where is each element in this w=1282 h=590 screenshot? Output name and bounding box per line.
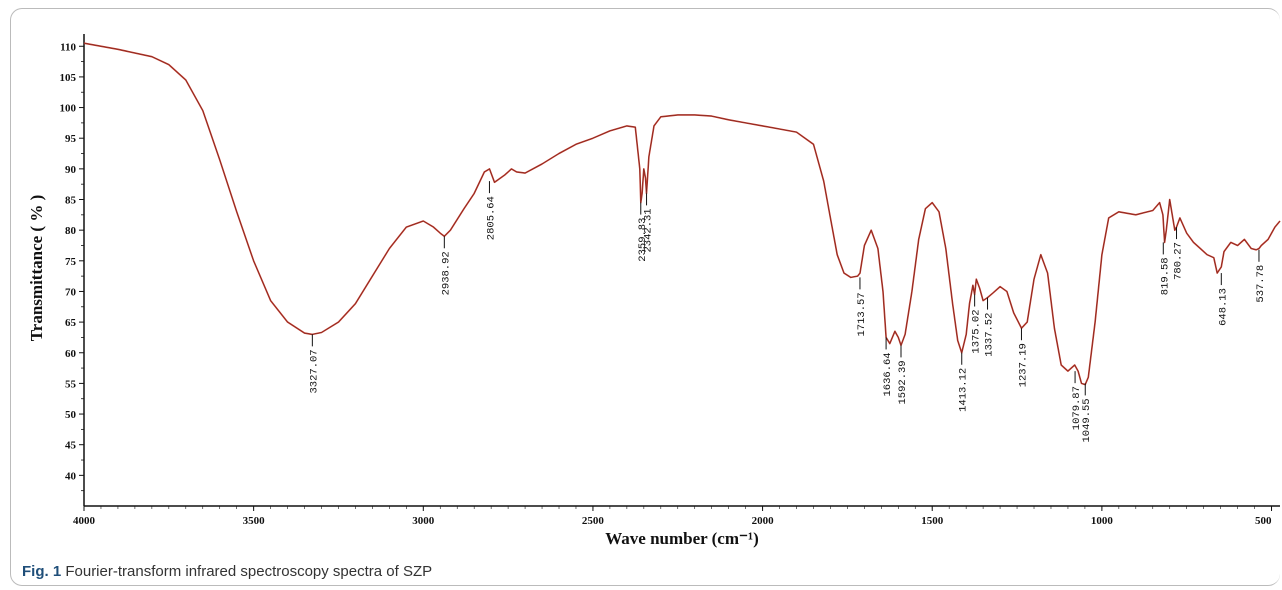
- peak-label: 1713.57: [856, 292, 868, 336]
- x-tick-label: 1500: [921, 515, 944, 527]
- x-tick-label: 3000: [412, 515, 435, 527]
- y-axis-label: Transmittance ( % ): [27, 195, 46, 342]
- x-tick-label: 3500: [243, 515, 266, 527]
- y-tick-label: 55: [65, 378, 77, 390]
- peak-label: 1413.12: [958, 368, 970, 412]
- x-tick-label: 1000: [1091, 515, 1114, 527]
- y-tick-label: 100: [60, 103, 77, 115]
- x-tick-label: 4000: [73, 515, 96, 527]
- peak-label: 1049.55: [1081, 398, 1093, 442]
- peak-label: 2342.31: [643, 208, 655, 252]
- peak-label: 1636.64: [882, 352, 894, 396]
- peak-label: 1375.02: [971, 310, 983, 354]
- peak-label: 1079.87: [1071, 386, 1083, 430]
- series-line-0: [83, 42, 1281, 386]
- y-tick-label: 90: [65, 164, 77, 176]
- y-tick-label: 45: [65, 440, 77, 452]
- chart-axes: 40 45 50 55 60 65 70 75 80 85 90 95 100 105 110 4000 350…: [60, 34, 1280, 527]
- y-tick-label: 105: [60, 72, 77, 84]
- caption-text: Fourier-transform infrared spectroscopy …: [65, 563, 433, 580]
- ftir-chart: 40 45 50 55 60 65 70 75 80 85 90 95 100 105 110 4000 350…: [27, 34, 1281, 548]
- x-tick-label: 2500: [582, 515, 605, 527]
- peak-label: 1237.19: [1018, 343, 1030, 387]
- y-tick-label: 110: [60, 41, 76, 53]
- y-tick-label: 80: [65, 225, 77, 237]
- peak-label: 2359.83: [637, 218, 649, 262]
- y-tick-label: 65: [65, 317, 77, 329]
- x-tick-label: 2000: [752, 515, 775, 527]
- y-tick-label: 95: [65, 133, 77, 145]
- peak-label: 2938.92: [440, 251, 452, 295]
- chart-series: [83, 42, 1281, 386]
- y-tick-label: 75: [65, 256, 77, 268]
- figure-frame: [10, 8, 1280, 586]
- x-axis-label: Wave number (cm⁻¹): [605, 529, 759, 548]
- peak-label: 1337.52: [984, 313, 996, 357]
- figure-caption: Fig. 1 Fourier-transform infrared spectr…: [22, 563, 432, 580]
- figure-number: Fig. 1: [22, 563, 62, 580]
- y-tick-label: 50: [65, 409, 77, 421]
- peak-label: 537.78: [1255, 265, 1267, 303]
- peak-label: 1592.39: [897, 360, 909, 404]
- peak-label: 819.58: [1159, 257, 1171, 295]
- y-tick-label: 40: [65, 470, 77, 482]
- series-line-shadow-0: [83, 42, 1281, 385]
- y-tick-label: 85: [65, 195, 77, 207]
- peak-label: 780.27: [1173, 242, 1185, 280]
- peak-label: 648.13: [1217, 288, 1229, 326]
- peak-label: 3327.07: [308, 349, 320, 393]
- x-tick-label: 500: [1255, 515, 1272, 527]
- peak-label: 2805.64: [486, 196, 498, 240]
- y-tick-label: 60: [65, 348, 77, 360]
- y-tick-label: 70: [65, 286, 77, 298]
